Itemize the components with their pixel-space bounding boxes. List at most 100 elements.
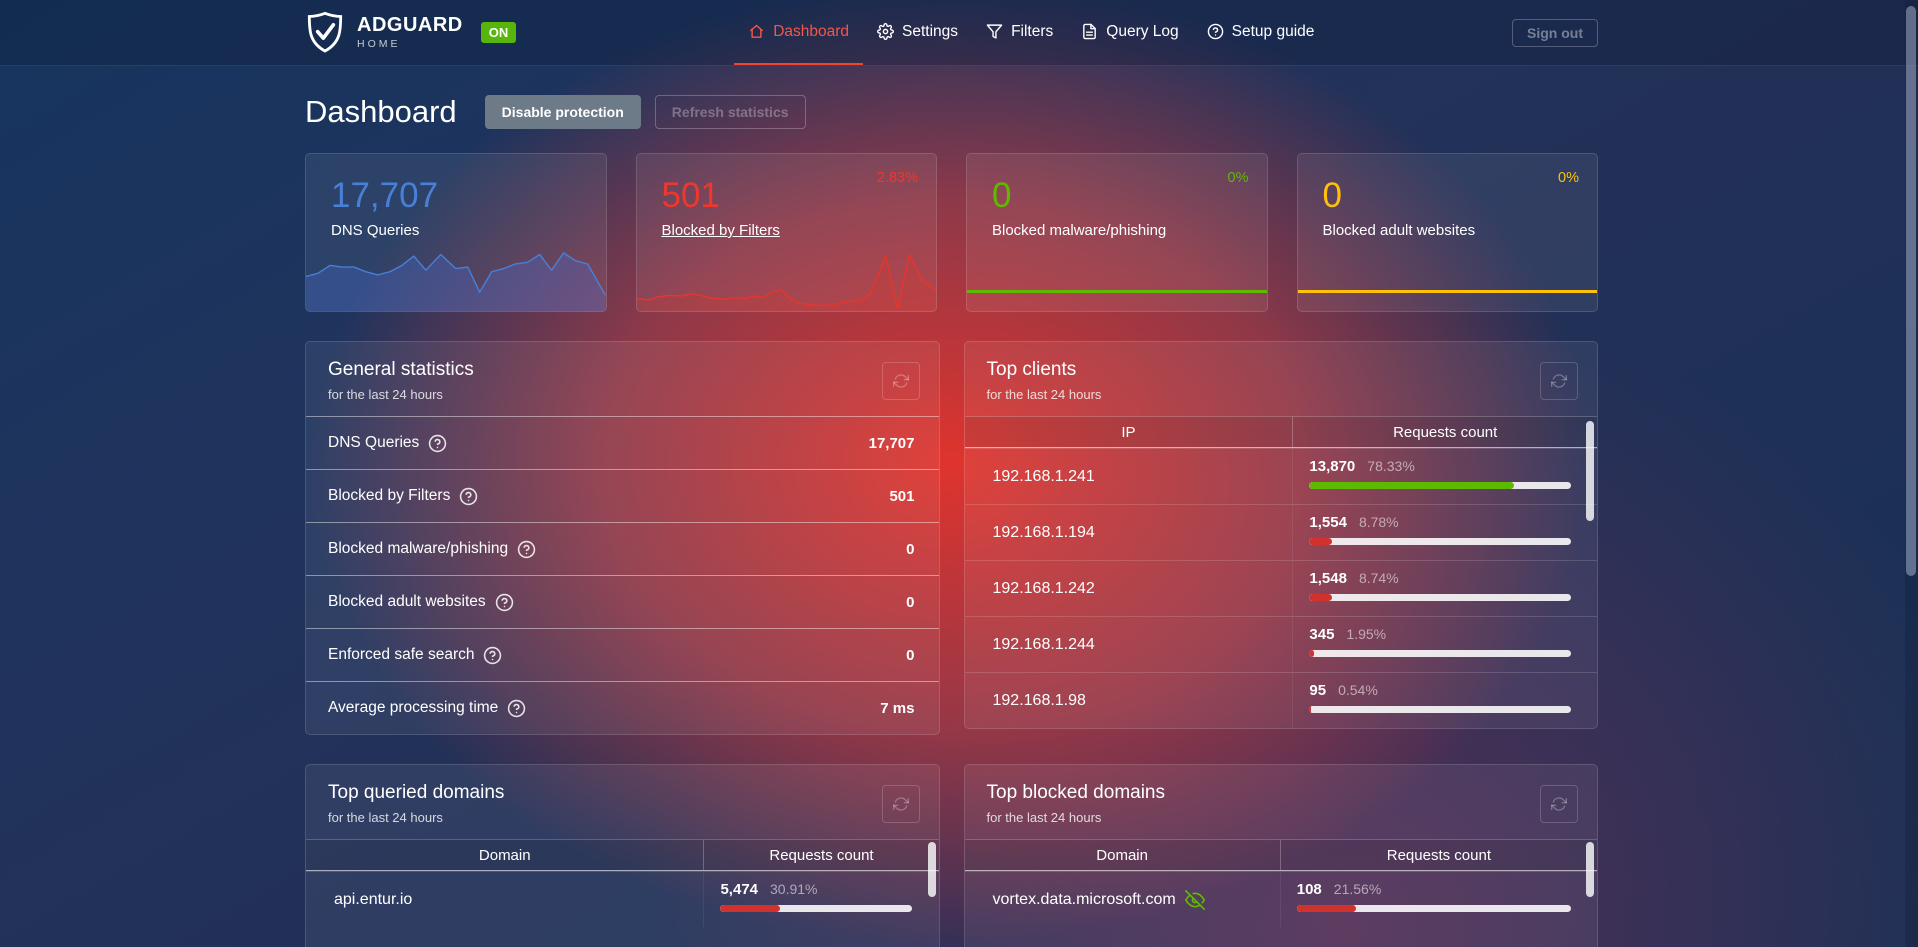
table-cell-main[interactable]: api.entur.io [306, 872, 705, 927]
top-queried-domains-panel: Top queried domains for the last 24 hour… [305, 764, 940, 947]
table-cell-main[interactable]: 192.168.1.244 [965, 617, 1294, 672]
shield-check-icon [307, 11, 343, 53]
requests-percent: 30.91% [770, 881, 818, 897]
progress-bar [720, 905, 913, 912]
top-queried-domains-table: Domain Requests count api.entur.io 5,474 30.… [306, 839, 939, 927]
page-scrollbar[interactable] [1906, 6, 1916, 576]
column-header[interactable]: Requests count [1393, 423, 1498, 441]
refresh-icon [1551, 374, 1567, 388]
progress-bar [1309, 594, 1571, 601]
cell-text: 192.168.1.244 [992, 635, 1095, 653]
column-header[interactable]: Requests count [1386, 846, 1491, 864]
requests-count: 345 [1309, 626, 1335, 643]
stat-card-percent: 0% [1558, 170, 1579, 186]
stat-card-label: Blocked adult websites [1322, 222, 1476, 239]
table-cell-main[interactable]: 192.168.1.241 [965, 449, 1294, 504]
table-cell-count: 345 1.95% [1293, 617, 1597, 672]
table-row: 192.168.1.244 345 1.95% [964, 616, 1597, 672]
nav-item-label: Filters [1011, 22, 1054, 40]
disable-protection-button[interactable]: Disable protection [484, 95, 641, 129]
stat-row-value: 0 [906, 646, 915, 664]
refresh-panel-button[interactable] [881, 785, 920, 823]
table-header-row: Domain Requests count [964, 839, 1597, 871]
cell-text: vortex.data.microsoft.com [992, 890, 1176, 908]
refresh-panel-button[interactable] [1540, 362, 1578, 400]
refresh-icon [892, 374, 909, 388]
progress-bar [1296, 905, 1571, 912]
table-cell-main[interactable]: 192.168.1.242 [965, 561, 1294, 616]
adguard-logo: ADGUARD HOME ON [305, 11, 517, 55]
stat-row-dns-queries: DNS Queries 17,707 [306, 416, 939, 469]
cell-text: 192.168.1.242 [992, 579, 1095, 597]
table-scrollbar[interactable] [1586, 842, 1594, 897]
requests-percent: 8.74% [1358, 570, 1399, 586]
stat-row-value: 501 [889, 487, 915, 505]
table-cell-main[interactable]: vortex.data.microsoft.com [965, 872, 1281, 927]
stat-row-blocked-malware-phishing: Blocked malware/phishing 0 [306, 522, 939, 575]
table-cell-count: 108 21.56% [1281, 872, 1597, 927]
table-cell-main[interactable]: 192.168.1.194 [965, 505, 1294, 560]
stat-card-link[interactable]: Blocked by Filters [661, 222, 780, 239]
table-scrollbar[interactable] [1586, 421, 1594, 521]
stat-row-value: 17,707 [868, 434, 915, 452]
nav-item-filters[interactable]: Filters [972, 0, 1067, 65]
refresh-panel-button[interactable] [881, 362, 920, 400]
progress-bar [1309, 482, 1571, 489]
sparkline-chart [306, 154, 606, 311]
cell-text: 192.168.1.241 [992, 467, 1095, 485]
eye-off-icon [1184, 889, 1205, 910]
top-blocked-domains-panel: Top blocked domains for the last 24 hour… [963, 764, 1598, 947]
table-scrollbar[interactable] [927, 842, 936, 897]
stat-row-blocked-adult-websites: Blocked adult websites 0 [306, 575, 939, 628]
help-circle-icon[interactable] [507, 699, 526, 718]
help-circle-icon[interactable] [483, 646, 502, 665]
column-header[interactable]: IP [965, 417, 1294, 447]
table-row: 192.168.1.194 1,554 8.78% [964, 504, 1597, 560]
help-circle-icon[interactable] [495, 593, 514, 612]
top-clients-table: IP Requests count 192.168.1.241 13,870 78.33… [964, 416, 1597, 728]
sign-out-button[interactable]: Sign out [1512, 18, 1598, 47]
top-blocked-domains-table: Domain Requests count vortex.data.microsof… [964, 839, 1597, 927]
stat-row-label: Blocked by Filters [328, 487, 451, 504]
help-circle-icon[interactable] [517, 540, 536, 559]
stat-row-enforced-safe-search: Enforced safe search 0 [306, 628, 939, 681]
nav-item-setup-guide[interactable]: Setup guide [1193, 0, 1329, 65]
stat-card-blocked-malware-phishing: 0 Blocked malware/phishing 0% [966, 153, 1268, 312]
stat-row-label: Blocked malware/phishing [328, 540, 509, 557]
help-circle-icon[interactable] [459, 487, 478, 506]
requests-count: 5,474 [720, 881, 759, 898]
column-header[interactable]: Requests count [769, 846, 874, 864]
progress-bar [1309, 650, 1571, 657]
stat-card-blocked-adult-websites: 0 Blocked adult websites 0% [1296, 153, 1598, 312]
stat-row-value: 0 [906, 593, 915, 611]
table-row: 192.168.1.98 95 0.54% [964, 672, 1597, 728]
column-header[interactable]: Domain [965, 840, 1281, 870]
table-cell-main[interactable]: 192.168.1.98 [965, 673, 1294, 728]
stat-row-label: DNS Queries [328, 434, 420, 451]
table-row: 192.168.1.242 1,548 8.74% [964, 560, 1597, 616]
stat-card-blocked-by-filters: 501 Blocked by Filters 2.83% [635, 153, 937, 312]
refresh-panel-button[interactable] [1540, 785, 1578, 823]
stat-card-dns-queries: 17,707 DNS Queries [305, 153, 607, 312]
panel-title: General statistics [328, 359, 474, 380]
refresh-statistics-button[interactable]: Refresh statistics [654, 95, 806, 129]
stat-card-percent: 0% [1227, 170, 1249, 186]
stat-card-value: 0 [1322, 176, 1342, 215]
requests-count: 1,548 [1309, 570, 1347, 587]
nav-item-settings[interactable]: Settings [863, 0, 972, 65]
gear-icon [877, 23, 894, 40]
stat-row-label: Average processing time [328, 699, 499, 716]
column-header[interactable]: Domain [306, 840, 705, 870]
top-clients-panel: Top clients for the last 24 hours IP Requ… [963, 341, 1598, 729]
stat-row-label: Blocked adult websites [328, 593, 486, 610]
requests-count: 95 [1309, 682, 1327, 699]
help-circle-icon[interactable] [428, 434, 447, 453]
home-icon [750, 24, 764, 38]
stat-cards: 17,707 DNS Queries 501 Blocked by Filters 2.… [305, 153, 1598, 312]
nav-item-dashboard[interactable]: Dashboard [734, 0, 864, 65]
help-circle-icon [1207, 23, 1223, 40]
general-statistics-rows: DNS Queries 17,707 Blocked by Filters 501 Bl… [306, 416, 939, 734]
flat-zero-line [1297, 290, 1597, 293]
nav-item-query-log[interactable]: Query Log [1067, 0, 1192, 65]
requests-percent: 78.33% [1367, 458, 1415, 474]
